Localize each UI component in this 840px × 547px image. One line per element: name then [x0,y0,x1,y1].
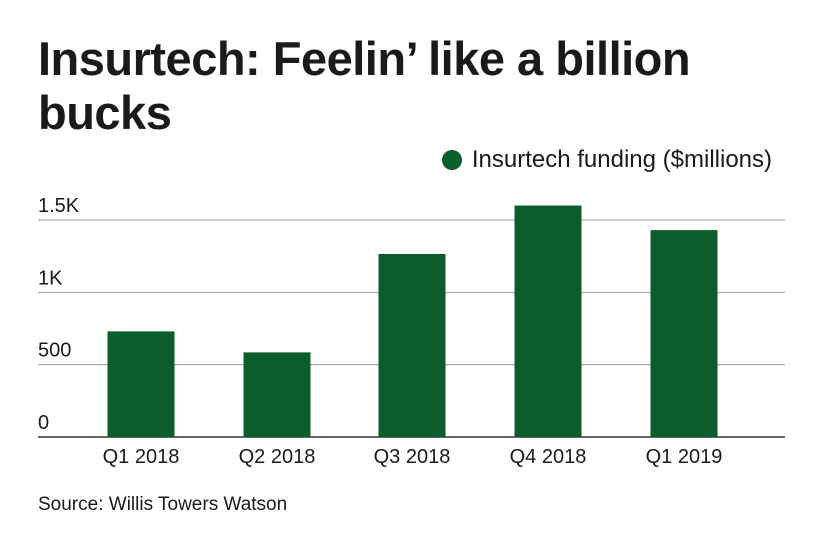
bars [107,205,718,437]
bar [243,352,311,437]
bar [107,331,175,437]
x-tick-label: Q4 2018 [510,446,587,468]
y-axis-tick-labels: 0 500 1K 1.5K [38,195,80,434]
y-tick-label: 500 [38,340,71,362]
bar [514,205,582,437]
chart-title: Insurtech: Feelin’ like a billion bucks [38,32,691,139]
x-tick-label: Q3 2018 [374,446,451,468]
bar [650,230,718,437]
bar [378,253,446,437]
legend-swatch [441,150,462,170]
x-tick-label: Q1 2019 [646,446,723,468]
source-note: Source: Willis Towers Watson [38,494,288,515]
y-tick-label: 1.5K [38,195,80,217]
x-tick-label: Q1 2018 [103,446,180,468]
y-tick-label: 1K [38,267,63,289]
legend-label: Insurtech funding ($millions) [471,146,772,173]
x-axis-tick-labels: Q1 2018 Q2 2018 Q3 2018 Q4 2018 Q1 2019 [103,446,723,468]
x-tick-label: Q2 2018 [239,446,316,468]
y-tick-label: 0 [38,412,49,434]
legend: Insurtech funding ($millions) [441,146,772,174]
